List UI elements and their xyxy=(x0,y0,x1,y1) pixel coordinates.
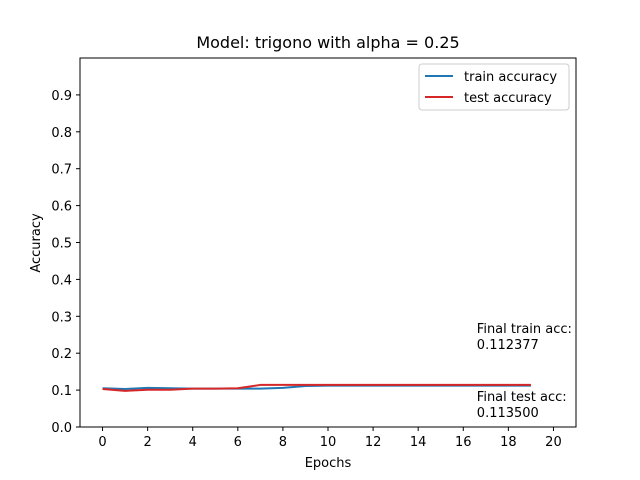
annotation-final-train-line: Final train acc: xyxy=(477,322,572,337)
annotation-final-test-line: Final test acc: xyxy=(477,390,567,405)
y-tick-label: 0.9 xyxy=(51,89,72,104)
y-tick-label: 0.1 xyxy=(51,384,72,399)
x-tick-label: 16 xyxy=(455,435,472,450)
chart-title: Model: trigono with alpha = 0.25 xyxy=(196,33,459,52)
annotation-final-test-line: 0.113500 xyxy=(477,406,539,421)
annotation-final-train-line: 0.112377 xyxy=(477,338,539,353)
legend: train accuracy test accuracy xyxy=(418,63,570,111)
x-tick-label: 10 xyxy=(320,435,337,450)
y-tick-label: 0.7 xyxy=(51,163,72,178)
y-tick-label: 0.0 xyxy=(51,421,72,436)
x-tick-label: 12 xyxy=(365,435,382,450)
y-tick-label: 0.6 xyxy=(51,200,72,215)
x-tick-label: 14 xyxy=(410,435,427,450)
x-tick-label: 18 xyxy=(500,435,517,450)
y-tick-label: 0.3 xyxy=(51,310,72,325)
x-tick-label: 0 xyxy=(98,435,106,450)
legend-box xyxy=(418,63,570,111)
legend-label: train accuracy xyxy=(464,70,557,85)
legend-label: test accuracy xyxy=(464,91,552,106)
x-tick-label: 4 xyxy=(189,435,197,450)
y-axis-label: Accuracy xyxy=(29,213,44,273)
annotations: Final train acc:0.112377 Final test acc:0… xyxy=(477,322,572,421)
x-tick-label: 8 xyxy=(279,435,287,450)
x-tick-label: 20 xyxy=(545,435,562,450)
x-axis-label: Epochs xyxy=(305,456,352,471)
x-tick-label: 2 xyxy=(143,435,151,450)
y-tick-label: 0.5 xyxy=(51,237,72,252)
y-tick-label: 0.8 xyxy=(51,126,72,141)
series-lines xyxy=(102,383,531,392)
series-line-test xyxy=(102,383,531,392)
axes: 0 2 4 6 8 10 12 14 16 18 20 0.0 0.1 0.2 0.3 0.4 0.5 0.6 0.… xyxy=(51,57,577,450)
x-tick-label: 6 xyxy=(234,435,242,450)
y-tick-label: 0.4 xyxy=(51,273,72,288)
y-tick-label: 0.2 xyxy=(51,347,72,362)
